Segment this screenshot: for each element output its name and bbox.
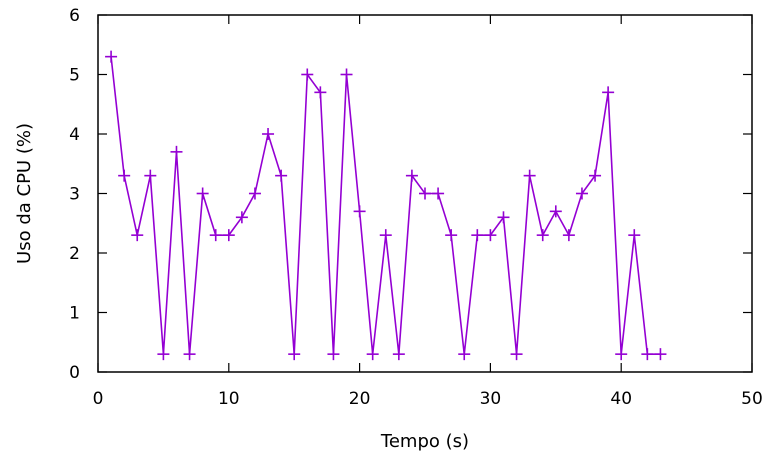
- y-tick-label: 2: [69, 244, 80, 264]
- y-tick-label: 3: [69, 185, 80, 205]
- data-point: [497, 211, 510, 224]
- tick-labels: 0 10 20 30 40 50 0 1 2 3 4 5 6: [69, 6, 763, 409]
- data-point: [484, 229, 497, 242]
- data-point: [602, 86, 615, 99]
- series-layer: [105, 50, 667, 361]
- data-point: [641, 348, 654, 361]
- data-point: [196, 187, 209, 200]
- data-point: [353, 205, 366, 218]
- data-point: [379, 229, 392, 242]
- y-axis-label: Uso da CPU (%): [14, 123, 35, 264]
- data-point: [471, 229, 484, 242]
- data-point: [275, 169, 288, 182]
- y-tick-label: 6: [69, 6, 80, 26]
- data-point: [419, 187, 431, 200]
- data-point: [523, 169, 536, 182]
- x-tick-label: 20: [349, 389, 371, 409]
- x-tick-label: 50: [741, 389, 763, 409]
- plot-frame: [97, 14, 753, 373]
- data-point: [589, 169, 602, 182]
- data-point: [262, 128, 275, 140]
- data-point: [654, 348, 667, 361]
- data-point: [222, 229, 235, 242]
- data-point: [327, 348, 340, 361]
- data-point: [562, 229, 575, 242]
- data-point: [314, 86, 327, 99]
- data-point: [366, 348, 379, 361]
- data-point: [288, 348, 301, 361]
- data-point: [405, 169, 418, 182]
- data-point: [549, 205, 562, 218]
- data-point: [536, 229, 549, 242]
- data-point: [183, 348, 196, 361]
- data-point: [510, 348, 523, 361]
- data-point: [144, 169, 157, 182]
- data-point: [615, 348, 628, 361]
- data-point: [131, 229, 144, 242]
- x-tick-label: 40: [610, 389, 632, 409]
- y-tick-label: 1: [69, 304, 80, 324]
- data-point: [235, 211, 248, 224]
- data-point: [432, 187, 445, 200]
- x-tick-label: 0: [93, 389, 104, 409]
- data-point: [458, 348, 471, 361]
- x-axis-label: Tempo (s): [380, 431, 469, 452]
- data-point: [628, 229, 641, 242]
- data-point: [170, 145, 183, 158]
- data-point: [209, 229, 222, 242]
- data-point: [340, 68, 353, 81]
- data-point: [105, 50, 118, 63]
- data-point: [118, 169, 131, 182]
- data-point: [248, 187, 261, 200]
- data-point: [575, 187, 588, 200]
- x-tick-label: 30: [480, 389, 502, 409]
- data-point: [301, 68, 314, 81]
- data-point: [392, 348, 405, 361]
- y-tick-label: 5: [69, 66, 80, 86]
- x-tick-label: 10: [218, 389, 240, 409]
- y-tick-label: 0: [69, 363, 80, 383]
- data-point: [445, 229, 458, 242]
- series-line: [110, 56, 661, 355]
- data-point: [157, 348, 170, 361]
- y-tick-label: 4: [69, 125, 80, 145]
